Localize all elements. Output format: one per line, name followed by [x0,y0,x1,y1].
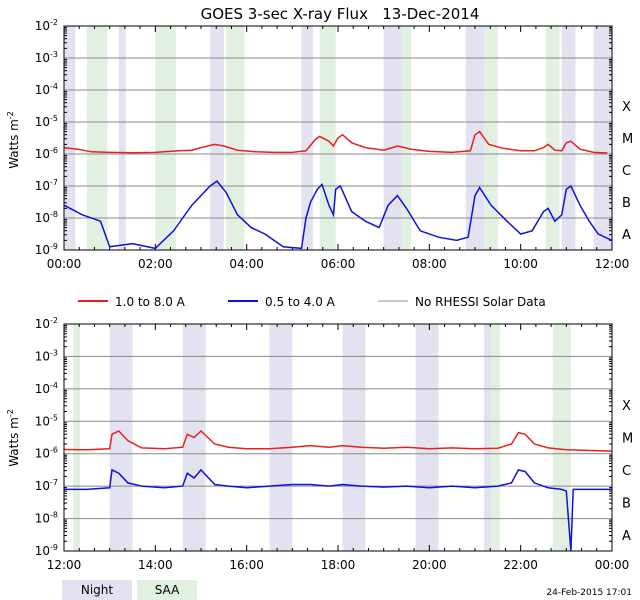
chart-title: GOES 3-sec X-ray Flux 13-Dec-2014 [201,5,480,23]
night-band [269,324,293,551]
saa-band [545,26,560,250]
footer-date: 24-Feb-2015 17:01 [546,588,632,598]
plot-frame [63,25,613,251]
flare-class-label: X [622,100,631,115]
y-tick-label: 10-2 [35,316,58,331]
flare-class-label: A [622,529,631,544]
night-band [109,324,133,551]
night-band [210,26,224,250]
x-tick-label: 08:00 [412,257,447,271]
plot-frame [63,323,613,552]
series-legend: 1.0 to 8.0 A 0.5 to 4.0 A No RHESSI Sola… [78,295,546,309]
night-band [383,26,402,250]
x-tick-label: 18:00 [321,558,356,572]
saa-band [86,26,108,250]
night-band [415,324,439,551]
night-band [593,26,612,250]
night-band [118,26,126,250]
y-tick-label: 10-5 [35,114,58,129]
region-legend: Night SAA [62,580,197,600]
night-swatch [62,580,132,600]
x-tick-label: 00:00 [595,558,630,572]
series-line-short [64,468,612,552]
saa-band [226,26,245,250]
saa-band [155,26,176,250]
flare-class-label: B [622,496,631,511]
y-tick-label: 10-7 [35,178,58,193]
x-tick-label: 04:00 [229,257,264,271]
ylabel-superscript: -2 [6,409,15,417]
saa-swatch [137,580,197,600]
series-line-long [63,429,613,452]
bottom-y-axis-label: Watts m-2 [6,409,21,467]
flare-class-label: M [622,432,633,447]
top-y-axis-label: Watts m-2 [6,111,21,169]
y-tick-label: 10-3 [35,50,58,65]
y-tick-label: 10-6 [35,146,58,161]
ylabel-text: Watts m [7,119,21,169]
saa-band [73,324,80,551]
y-tick-label: 10-9 [35,242,58,257]
x-tick-label: 22:00 [503,558,538,572]
saa-band [319,26,336,250]
flare-class-label: C [622,164,631,179]
flare-class-label: X [622,399,631,414]
flare-class-label: C [622,464,631,479]
saa-band [490,324,501,551]
y-tick-label: 10-4 [35,82,58,97]
x-tick-label: 20:00 [412,558,447,572]
night-band [301,26,313,250]
flare-class-label: B [622,196,631,211]
legend-label-short: 0.5 to 4.0 A [265,295,336,309]
x-tick-label: 02:00 [138,257,173,271]
y-tick-label: 10-8 [35,511,58,526]
night-label: Night [81,583,114,597]
night-band [64,26,76,250]
saa-label: SAA [155,583,180,597]
ylabel-text: Watts m [7,417,21,467]
night-band [484,324,491,551]
saa-band [484,26,498,250]
top-panel: 10-9 10-8 10-7 10-6 10-5 10-4 10-3 10-2 A B C M X 00:… [35,18,633,271]
y-tick-label: 10-3 [35,348,58,363]
y-tick-label: 10-4 [35,381,58,396]
y-tick-label: 10-2 [35,18,58,33]
y-tick-label: 10-5 [35,413,58,428]
x-tick-label: 10:00 [503,257,538,271]
flare-class-label: A [622,228,631,243]
series-line-short [63,180,613,250]
legend-label-long: 1.0 to 8.0 A [115,295,186,309]
saa-band [401,26,412,250]
x-tick-label: 12:00 [47,558,82,572]
y-tick-label: 10-7 [35,478,58,493]
night-band [342,324,366,551]
y-tick-label: 10-6 [35,446,58,461]
night-band [561,26,576,250]
series-line-long [63,130,608,154]
flare-class-label: M [622,132,633,147]
x-tick-label: 16:00 [229,558,264,572]
y-tick-label: 10-8 [35,210,58,225]
x-tick-label: 00:00 [47,257,82,271]
night-band [465,26,485,250]
x-tick-label: 14:00 [138,558,173,572]
x-tick-label: 12:00 [595,257,630,271]
x-tick-label: 06:00 [321,257,356,271]
ylabel-superscript: -2 [6,111,15,119]
y-tick-label: 10-9 [35,543,58,558]
bottom-panel: 10-9 10-8 10-7 10-6 10-5 10-4 10-3 10-2 A B C M X 12:… [35,316,633,572]
legend-label-rhessi: No RHESSI Solar Data [415,295,546,309]
